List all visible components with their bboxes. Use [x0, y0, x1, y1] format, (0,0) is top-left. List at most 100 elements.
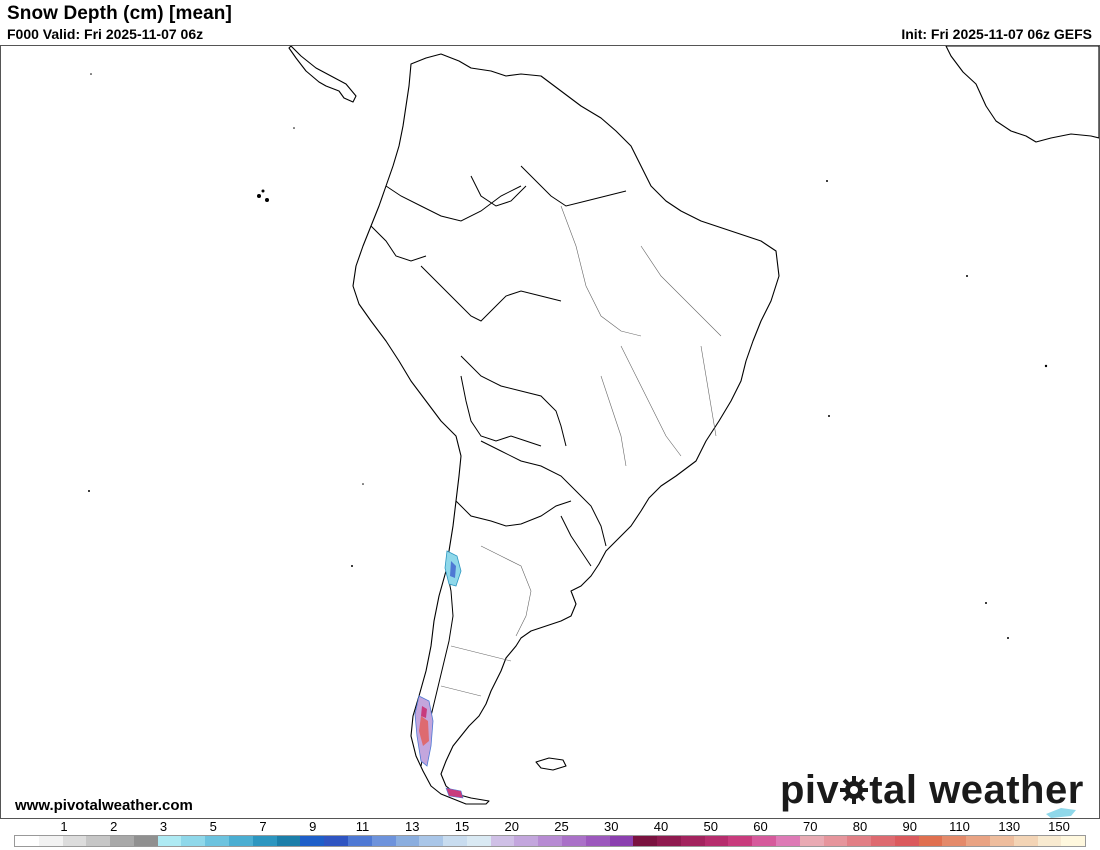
colorbar-swatch	[776, 836, 800, 846]
colorbar-swatch	[752, 836, 776, 846]
colorbar-label: 20	[504, 819, 519, 834]
header: Snow Depth (cm) [mean] F000 Valid: Fri 2…	[0, 0, 1100, 46]
gear-icon	[840, 776, 869, 804]
national-border	[470, 175, 527, 207]
colorbar-swatch	[181, 836, 206, 846]
snow-patch-patagonia-peak	[421, 706, 427, 718]
national-border	[370, 225, 427, 262]
colorbar-swatch	[347, 836, 372, 846]
snow-patch-tierra-del-fuego	[445, 787, 464, 799]
central-america-coast	[288, 46, 357, 103]
colorbar-label: 50	[703, 819, 718, 834]
colorbar-swatch	[823, 836, 848, 846]
colorbar-labels: 1 2 3 5 7 9 11 13 15 20 25 30 40 50 60 70 80 90 110 130 150	[14, 819, 1086, 834]
colorbar-swatch	[561, 836, 586, 846]
colorbar-swatch	[633, 836, 658, 846]
island	[261, 189, 265, 193]
brand-logo: piv tal weather	[780, 768, 1084, 813]
state-border	[700, 345, 717, 437]
state-border	[450, 645, 512, 662]
colorbar-label: 30	[604, 819, 619, 834]
state-border	[600, 375, 627, 467]
colorbar-swatch	[324, 836, 348, 846]
colorbar-label: 2	[110, 819, 118, 834]
island	[351, 565, 353, 567]
state-border	[440, 685, 482, 697]
island	[826, 180, 828, 182]
colorbar-label: 150	[1048, 819, 1070, 834]
colorbar-label: 25	[554, 819, 569, 834]
island	[985, 602, 987, 604]
colorbar-label: 80	[852, 819, 868, 834]
site-url[interactable]: www.pivotalweather.com	[15, 797, 193, 814]
valid-time: F000 Valid: Fri 2025-11-07 06z	[7, 26, 204, 42]
national-border	[460, 375, 542, 447]
colorbar-swatch	[490, 836, 515, 846]
island	[966, 275, 968, 277]
state-border	[480, 545, 532, 637]
colorbar-swatch	[133, 836, 158, 846]
colorbar-swatch	[252, 836, 277, 846]
state-border	[640, 245, 722, 337]
island	[293, 127, 295, 129]
brand-text-left: piv	[780, 768, 840, 812]
colorbar-swatch	[799, 836, 824, 846]
colorbar-swatch	[443, 836, 467, 846]
colorbar-swatch	[704, 836, 729, 846]
africa-coast	[945, 46, 1099, 143]
national-border	[385, 185, 522, 222]
colorbar-swatch	[395, 836, 420, 846]
island	[1007, 637, 1009, 639]
colorbar-swatch	[966, 836, 991, 846]
map-canvas[interactable]	[0, 45, 1100, 819]
map-title: Snow Depth (cm) [mean]	[7, 3, 232, 24]
colorbar-swatch	[728, 836, 753, 846]
colorbar-swatch	[942, 836, 967, 846]
colorbar-label: 3	[159, 819, 168, 834]
colorbar-swatch	[514, 836, 539, 846]
colorbar-swatch	[918, 836, 943, 846]
colorbar-swatch	[62, 836, 87, 846]
island	[828, 415, 830, 417]
colorbar-swatch	[894, 836, 919, 846]
colorbar-swatch	[205, 836, 230, 846]
colorbar-label: 110	[949, 819, 970, 834]
colorbar-label: 1	[60, 819, 68, 834]
island	[1044, 364, 1048, 368]
colorbar-swatch	[847, 836, 872, 846]
national-border	[520, 165, 627, 207]
colorbar-label: 7	[259, 819, 267, 834]
national-border	[480, 440, 607, 547]
colorbar-label: 40	[653, 819, 669, 834]
colorbar-label: 90	[902, 819, 917, 834]
colorbar-swatch	[990, 836, 1014, 846]
island	[90, 73, 92, 75]
colorbar-swatch	[229, 836, 253, 846]
colorbar-label: 15	[454, 819, 470, 834]
colorbar	[14, 835, 1086, 847]
snow-patch-patagonia-core	[419, 716, 429, 746]
init-time: Init: Fri 2025-11-07 06z GEFS	[901, 26, 1092, 42]
island	[362, 483, 364, 485]
colorbar-swatch	[419, 836, 444, 846]
colorbar-swatch	[466, 836, 491, 846]
falklands-coast	[535, 757, 567, 771]
colorbar-swatch	[15, 836, 39, 846]
colorbar-swatch	[871, 836, 895, 846]
state-border	[560, 205, 642, 337]
state-border	[620, 345, 682, 457]
colorbar-swatch	[680, 836, 705, 846]
colorbar-label: 9	[309, 819, 317, 834]
colorbar-swatch	[86, 836, 111, 846]
map-svg	[88, 46, 1099, 818]
colorbar-label: 60	[753, 819, 768, 834]
brand-text-right: tal weather	[869, 768, 1084, 812]
national-border	[455, 500, 572, 527]
colorbar-swatch	[585, 836, 610, 846]
national-border	[460, 355, 567, 447]
snow-depth-shading	[414, 550, 1076, 818]
colorbar-label: 13	[405, 819, 420, 834]
colorbar-swatch	[1037, 836, 1062, 846]
national-border	[420, 265, 562, 322]
colorbar-swatch	[157, 836, 182, 846]
